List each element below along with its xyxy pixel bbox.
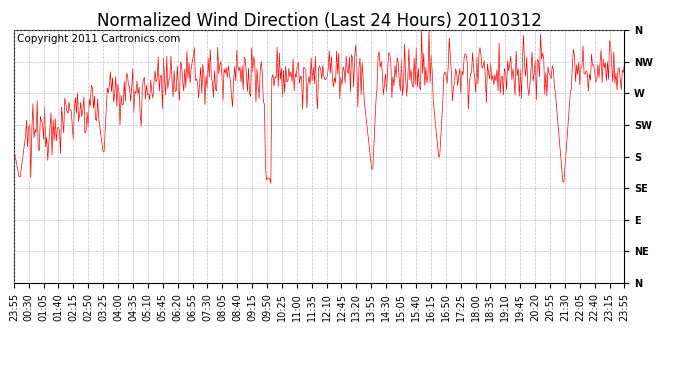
Title: Normalized Wind Direction (Last 24 Hours) 20110312: Normalized Wind Direction (Last 24 Hours… (97, 12, 542, 30)
Text: Copyright 2011 Cartronics.com: Copyright 2011 Cartronics.com (17, 34, 180, 44)
